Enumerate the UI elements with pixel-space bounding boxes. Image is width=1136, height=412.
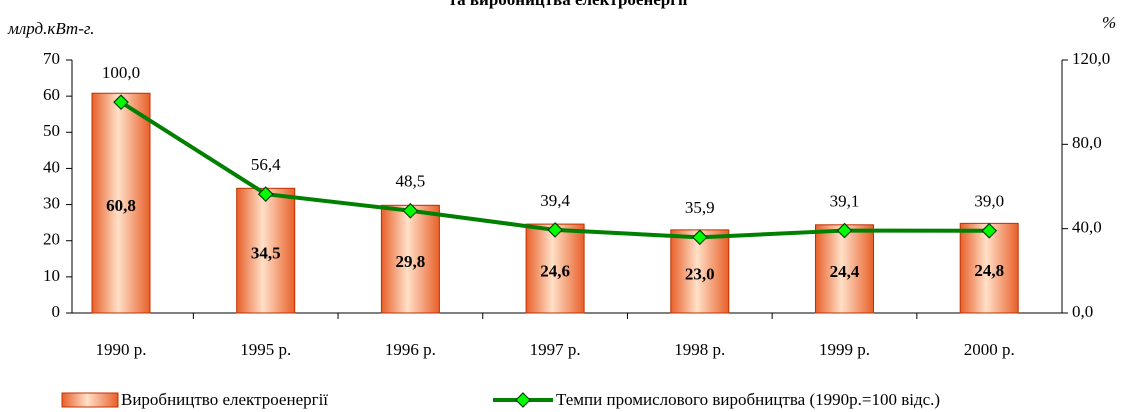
line-value-label: 39,0 <box>974 192 1004 211</box>
marker <box>547 222 563 238</box>
y2-tick-label: 80,0 <box>1072 133 1102 152</box>
x-tick-label: 1997 р. <box>530 340 581 359</box>
y-tick-label: 70 <box>43 49 60 68</box>
y-axis-label: млрд.кВт-г. <box>7 19 95 38</box>
x-tick-label: 1990 р. <box>96 340 147 359</box>
bar-value-label: 24,6 <box>540 261 570 280</box>
marker <box>836 222 853 239</box>
y2-tick-label: 40,0 <box>1072 218 1102 237</box>
bar <box>91 92 151 314</box>
y-tick-label: 20 <box>43 230 60 249</box>
bar-value-label: 24,4 <box>830 262 860 281</box>
line-value-label: 100,0 <box>102 63 140 82</box>
y-tick-label: 60 <box>43 85 60 104</box>
line-value-label: 35,9 <box>685 198 715 217</box>
line-value-label: 39,4 <box>540 191 570 210</box>
x-tick-label: 1998 р. <box>674 340 725 359</box>
x-tick-label: 1999 р. <box>819 340 870 359</box>
legend-label: Темпи промислового виробництва (1990р.=1… <box>556 390 940 409</box>
x-tick-label: 1995 р. <box>240 340 291 359</box>
bar <box>815 224 874 314</box>
y2-tick-label: 120,0 <box>1072 49 1110 68</box>
bar-value-label: 23,0 <box>685 264 715 283</box>
marker <box>981 222 998 239</box>
legend-label: Виробництво електроенергії <box>121 390 328 409</box>
marker <box>257 186 274 202</box>
chart-title: та виробництва електроенергії <box>449 0 688 9</box>
line-value-label: 48,5 <box>396 172 426 191</box>
y-tick-label: 10 <box>43 266 60 285</box>
y-tick-label: 40 <box>43 157 60 176</box>
bar-value-label: 29,8 <box>396 252 426 271</box>
y2-axis-label: % <box>1102 13 1116 32</box>
x-tick-label: 2000 р. <box>964 340 1015 359</box>
bar-value-label: 34,5 <box>251 244 281 263</box>
marker <box>113 94 129 111</box>
marker <box>402 202 419 219</box>
line-value-label: 56,4 <box>251 155 281 174</box>
bar <box>236 187 296 314</box>
x-tick-label: 1996 р. <box>385 340 436 359</box>
y-tick-label: 30 <box>43 193 60 212</box>
legend-swatch <box>61 392 119 408</box>
marker <box>691 229 708 246</box>
y2-tick-label: 0,0 <box>1072 302 1093 321</box>
legend-marker <box>515 392 531 408</box>
y-tick-label: 50 <box>43 121 60 140</box>
bar-value-label: 24,8 <box>974 261 1004 280</box>
y-tick-label: 0 <box>52 302 61 321</box>
bar-value-label: 60,8 <box>106 196 136 215</box>
line-value-label: 39,1 <box>830 191 860 210</box>
